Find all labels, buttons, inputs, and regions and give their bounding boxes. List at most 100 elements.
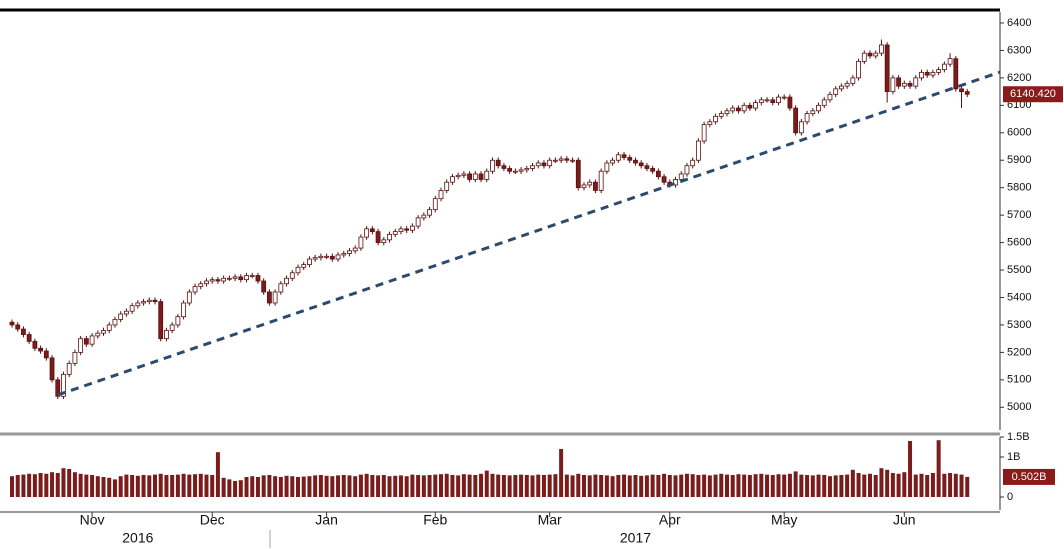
volume-bar xyxy=(885,469,890,497)
volume-bar xyxy=(210,475,215,497)
candle-body xyxy=(518,169,524,172)
volume-bar xyxy=(622,474,627,497)
volume-bar xyxy=(519,474,524,497)
candle-body xyxy=(135,302,141,307)
volume-bar xyxy=(587,475,592,497)
volume-bar xyxy=(296,477,300,497)
volume-bar xyxy=(273,476,278,497)
candle-body xyxy=(787,96,793,109)
candle-body xyxy=(204,280,209,285)
volume-bar xyxy=(925,475,930,497)
candle-body xyxy=(850,77,856,84)
volume-bar xyxy=(358,474,363,497)
candle-body xyxy=(724,110,730,114)
candle-body xyxy=(164,330,169,340)
candle-body xyxy=(89,335,95,345)
candle-body xyxy=(867,52,873,57)
volume-bar xyxy=(553,474,558,497)
candle-body xyxy=(238,276,244,281)
candle-body xyxy=(673,179,678,186)
candle-body xyxy=(352,247,358,252)
volume-bar xyxy=(725,474,729,497)
candle-body xyxy=(833,88,839,95)
volume-bar xyxy=(387,476,392,497)
candle-body xyxy=(707,121,713,125)
candle-body xyxy=(564,158,570,161)
volume-bar xyxy=(776,474,781,497)
candle-body xyxy=(141,301,146,304)
candle-body xyxy=(610,159,615,164)
candle-body xyxy=(444,181,450,191)
candle-body xyxy=(747,104,753,109)
candle-body xyxy=(793,107,799,134)
volume-bar xyxy=(524,475,529,497)
candle-body xyxy=(770,99,776,103)
volume-bar xyxy=(433,474,438,497)
candle-body xyxy=(335,254,341,260)
candle-body xyxy=(936,69,942,73)
volume-bar xyxy=(193,474,198,497)
volume-bar xyxy=(72,472,77,497)
candle-body xyxy=(329,255,335,260)
volume-bar xyxy=(616,475,621,497)
volume-bar xyxy=(290,476,295,497)
volume-bar xyxy=(50,472,55,497)
candle-body xyxy=(112,319,118,326)
candle-body xyxy=(455,174,461,178)
volume-bar xyxy=(336,475,341,497)
candle-body xyxy=(95,332,101,337)
candle-body xyxy=(347,250,352,254)
candle-body xyxy=(530,165,535,169)
candle-body xyxy=(21,328,26,335)
x-tick-label: Feb xyxy=(423,512,447,528)
candle-body xyxy=(192,286,198,293)
volume-bar xyxy=(862,474,867,497)
candle-body xyxy=(289,272,295,279)
y-tick-label: 5900 xyxy=(1007,154,1031,166)
candle-body xyxy=(249,275,255,277)
candle-body xyxy=(713,115,718,123)
candle-body xyxy=(55,379,61,397)
candle-body xyxy=(959,88,964,93)
candle-body xyxy=(72,351,78,364)
candle-body xyxy=(341,253,347,256)
volume-bar xyxy=(364,473,369,497)
candle-body xyxy=(512,170,518,173)
volume-bar xyxy=(404,476,409,497)
candle-body xyxy=(873,52,879,57)
candle-body xyxy=(106,324,112,331)
volume-bar xyxy=(908,441,913,497)
volume-bar xyxy=(370,475,375,497)
volume-bar xyxy=(484,470,489,497)
volume-bar xyxy=(593,474,598,497)
volume-bar xyxy=(707,475,712,497)
candle-body xyxy=(907,82,913,87)
candle-body xyxy=(232,276,238,279)
volume-bar xyxy=(78,473,83,497)
volume-bar xyxy=(582,475,586,497)
y-tick-label: 6000 xyxy=(1007,127,1031,139)
volume-bar xyxy=(147,475,152,497)
y2-tick-label: 0 xyxy=(1007,491,1013,503)
candle-body xyxy=(541,162,547,167)
volume-bar xyxy=(822,475,827,497)
volume-bar xyxy=(301,476,306,497)
candle-body xyxy=(535,162,541,167)
volume-bar xyxy=(845,474,850,497)
year-label: 2016 xyxy=(122,530,153,546)
volume-bar xyxy=(684,473,689,497)
volume-bar xyxy=(456,475,461,497)
candle-body xyxy=(43,350,49,359)
candle-body xyxy=(655,170,661,178)
volume-bar xyxy=(833,475,838,497)
volume-bar xyxy=(868,473,872,497)
candle-body xyxy=(701,124,707,142)
candle-body xyxy=(861,52,867,62)
candle-body xyxy=(392,231,398,235)
last-price-box xyxy=(1003,86,1063,103)
candle-body xyxy=(644,165,650,169)
candle-body xyxy=(919,71,924,79)
volume-bar xyxy=(61,468,66,497)
volume-bar xyxy=(902,472,907,497)
